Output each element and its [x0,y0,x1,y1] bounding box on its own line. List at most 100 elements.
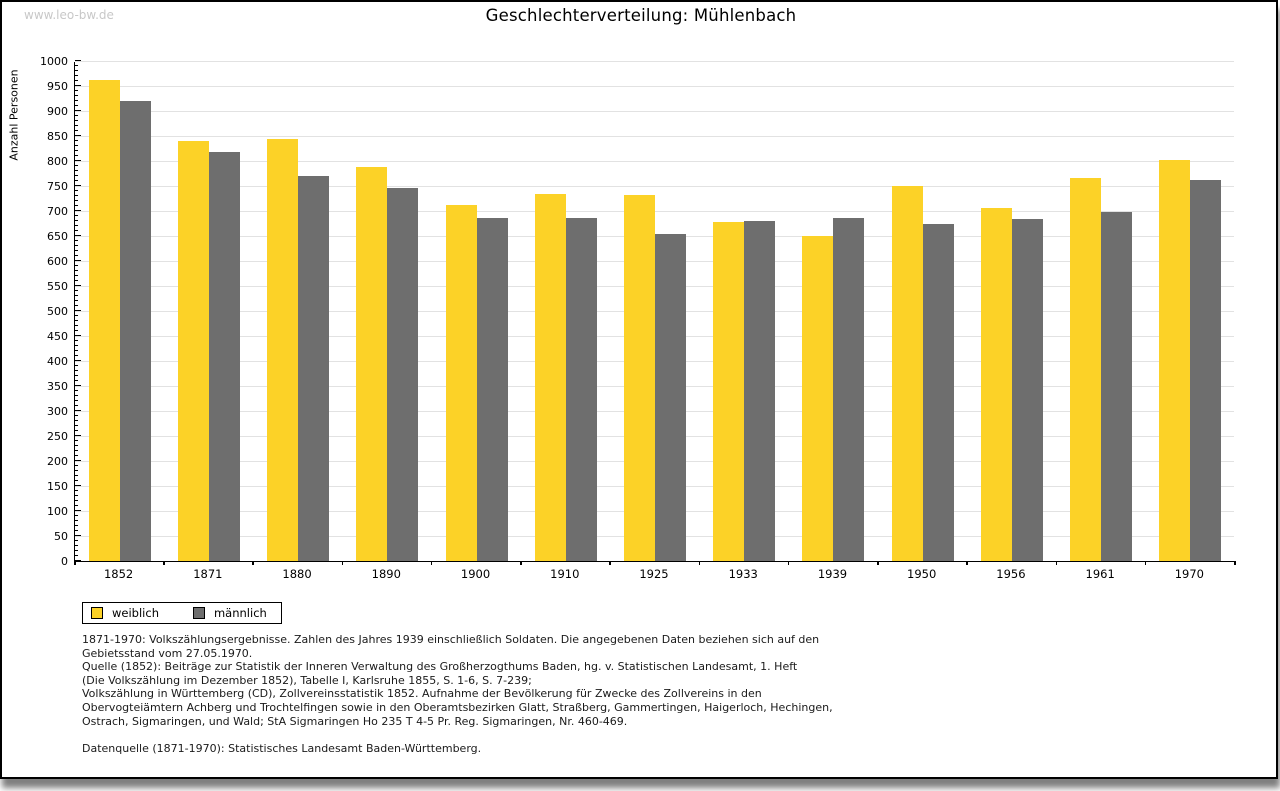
bar-weiblich-1890 [356,167,388,561]
y-tick-minor [75,470,78,471]
x-tick-label: 1925 [639,567,669,581]
bar-weiblich-1852 [88,80,120,561]
y-tick-major [75,359,81,361]
y-tick-minor [75,205,78,206]
x-tick-label: 1950 [907,567,937,581]
y-tick-minor [75,515,78,516]
x-tick-label: 1871 [193,567,223,581]
y-tick-label: 450 [47,330,68,343]
x-tick [341,561,344,565]
y-tick-label: 500 [47,305,68,318]
y-tick-minor [75,445,78,446]
y-tick-label: 400 [47,355,68,368]
bar-männlich-1880 [298,176,330,561]
y-tick-label: 950 [47,80,68,93]
bar-weiblich-1970 [1159,160,1191,561]
y-tick-major [75,259,81,261]
y-tick-minor [75,495,78,496]
bar-weiblich-1939 [802,235,834,561]
y-tick-minor [75,190,78,191]
legend-item-weiblich: weiblich [91,606,159,620]
bar-weiblich-1925 [624,195,655,561]
y-tick-minor [75,195,78,196]
y-tick-minor [75,425,78,426]
y-tick-label: 300 [47,405,68,418]
y-tick-label: 550 [47,280,68,293]
gridline [75,111,1234,112]
y-tick-minor [75,330,78,331]
y-tick-major [75,309,81,311]
y-axis-title: Anzahl Personen [7,68,21,161]
y-tick-minor [75,215,78,216]
y-tick-minor [75,525,78,526]
x-tick-label: 1956 [996,567,1026,581]
y-tick-minor [75,380,78,381]
y-tick-minor [75,520,78,521]
y-tick-minor [75,415,78,416]
y-tick-minor [75,475,78,476]
y-tick-label: 1000 [40,55,68,68]
x-tick-label: 1900 [460,567,491,581]
y-tick-label: 650 [47,230,68,243]
y-tick-minor [75,130,78,131]
y-tick-minor [75,530,78,531]
footnote-line: Ostrach, Sigmaringen, und Wald; StA Sigm… [82,714,628,728]
y-tick-minor [75,355,78,356]
y-tick-label: 750 [47,180,68,193]
footnote-line: Gebietsstand vom 27.05.1970. [82,646,253,660]
bar-männlich-1890 [387,188,419,561]
y-tick-minor [75,265,78,266]
y-tick-minor [75,375,78,376]
y-tick-minor [75,165,78,166]
legend-swatch-weiblich [91,607,103,619]
bar-männlich-1961 [1101,212,1133,561]
bar-männlich-1910 [565,217,597,561]
y-tick-label: 700 [47,205,68,218]
y-tick-label: 800 [47,155,68,168]
y-tick-label: 600 [47,255,68,268]
x-tick-label: 1910 [550,567,580,581]
y-tick-minor [75,340,78,341]
y-tick-minor [75,390,78,391]
y-tick-minor [75,545,78,546]
y-tick-minor [75,105,78,106]
y-tick-minor [75,400,78,401]
y-tick-major [75,384,81,386]
y-tick-minor [75,200,78,201]
y-tick-minor [75,440,78,441]
gridline [75,61,1234,62]
y-tick-minor [75,75,78,76]
bar-weiblich-1961 [1070,177,1102,561]
y-tick-minor [75,345,78,346]
y-tick-minor [75,540,78,541]
plot-area [74,59,1236,565]
y-tick-major [75,559,81,561]
x-tick-label: 1880 [282,567,312,581]
footnote-line: (Die Volkszählung im Dezember 1852), Tab… [82,673,532,687]
y-tick-minor [75,80,78,81]
y-tick-minor [75,95,78,96]
bar-männlich-1970 [1190,179,1222,561]
y-tick-minor [75,170,78,171]
footnotes: 1871-1970: Volkszählungsergebnisse. Zahl… [82,633,1202,755]
y-tick-minor [75,490,78,491]
legend: weiblich männlich [82,602,282,624]
y-tick-minor [75,370,78,371]
bar-weiblich-1880 [267,138,299,561]
legend-label: männlich [213,606,267,620]
y-tick-label: 150 [47,480,68,493]
y-tick-major [75,534,81,536]
y-tick-minor [75,320,78,321]
y-tick-minor [75,280,78,281]
x-tick-label: 1852 [103,567,134,581]
footnote-line: Volkszählung in Württemberg (CD), Zollve… [82,687,762,701]
bar-weiblich-1956 [980,207,1012,561]
y-tick-minor [75,550,78,551]
y-tick-minor [75,430,78,431]
y-tick-major [75,234,81,236]
y-tick-minor [75,175,78,176]
bar-weiblich-1900 [445,204,477,561]
bar-weiblich-1950 [891,186,923,561]
footnote-line: Obervogteiämtern Achberg und Trochtelfin… [82,700,833,714]
